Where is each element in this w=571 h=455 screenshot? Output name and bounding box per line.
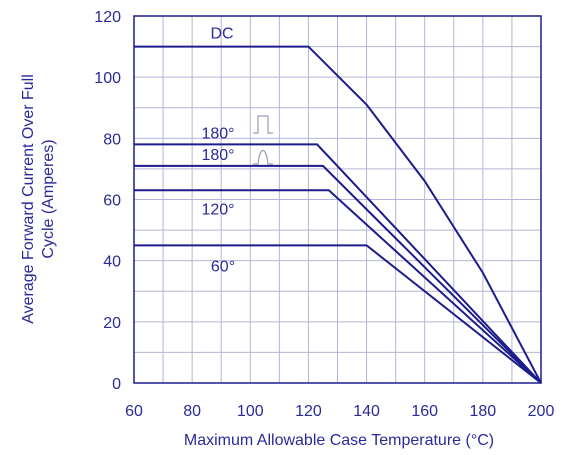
series-label: 180° [201,125,234,142]
x-tick-label: 120 [295,403,322,420]
x-axis-label: Maximum Allowable Case Temperature (°C) [184,432,494,449]
x-tick-label: 100 [237,403,264,420]
x-tick-label: 140 [353,403,380,420]
x-tick-label: 180 [470,403,497,420]
series-line [134,45,542,384]
y-axis-label: Average Forward Current Over Full Cycle … [20,74,57,324]
y-tick-label: 60 [103,193,121,210]
x-tick-label: 80 [183,403,201,420]
y-tick-label: 100 [94,70,121,87]
y-tick-label: 0 [112,376,121,393]
series-label: 180° [201,147,234,164]
x-tick-labels: 60 80 100 120 140 160 180 200 [125,403,554,420]
series-label: DC [210,26,233,43]
series-line [134,164,542,384]
y-tick-label: 20 [103,315,121,332]
series-label: 120° [201,201,234,218]
series-labels: DC 180° 180° 120° 60° [201,26,235,276]
y-tick-labels: 0 20 40 60 80 100 120 [94,9,121,393]
y-tick-label: 40 [103,254,121,271]
x-tick-label: 60 [125,403,143,420]
square-wave-icon [253,115,273,134]
waveform-icons [253,115,273,165]
plot-frame [133,15,542,384]
y-tick-label: 120 [94,9,121,26]
half-sine-wave-icon [253,149,273,165]
series-line [134,189,542,384]
series-line [134,143,542,384]
grid [133,15,542,384]
series-line [134,244,542,384]
series-label: 60° [211,258,235,275]
x-tick-label: 160 [411,403,438,420]
series-lines [134,45,542,384]
y-tick-label: 80 [103,131,121,148]
y-axis-label-line-2: Cycle (Amperes) [40,139,57,258]
x-tick-label: 200 [528,403,555,420]
y-axis-label-line-1: Average Forward Current Over Full [20,74,37,324]
